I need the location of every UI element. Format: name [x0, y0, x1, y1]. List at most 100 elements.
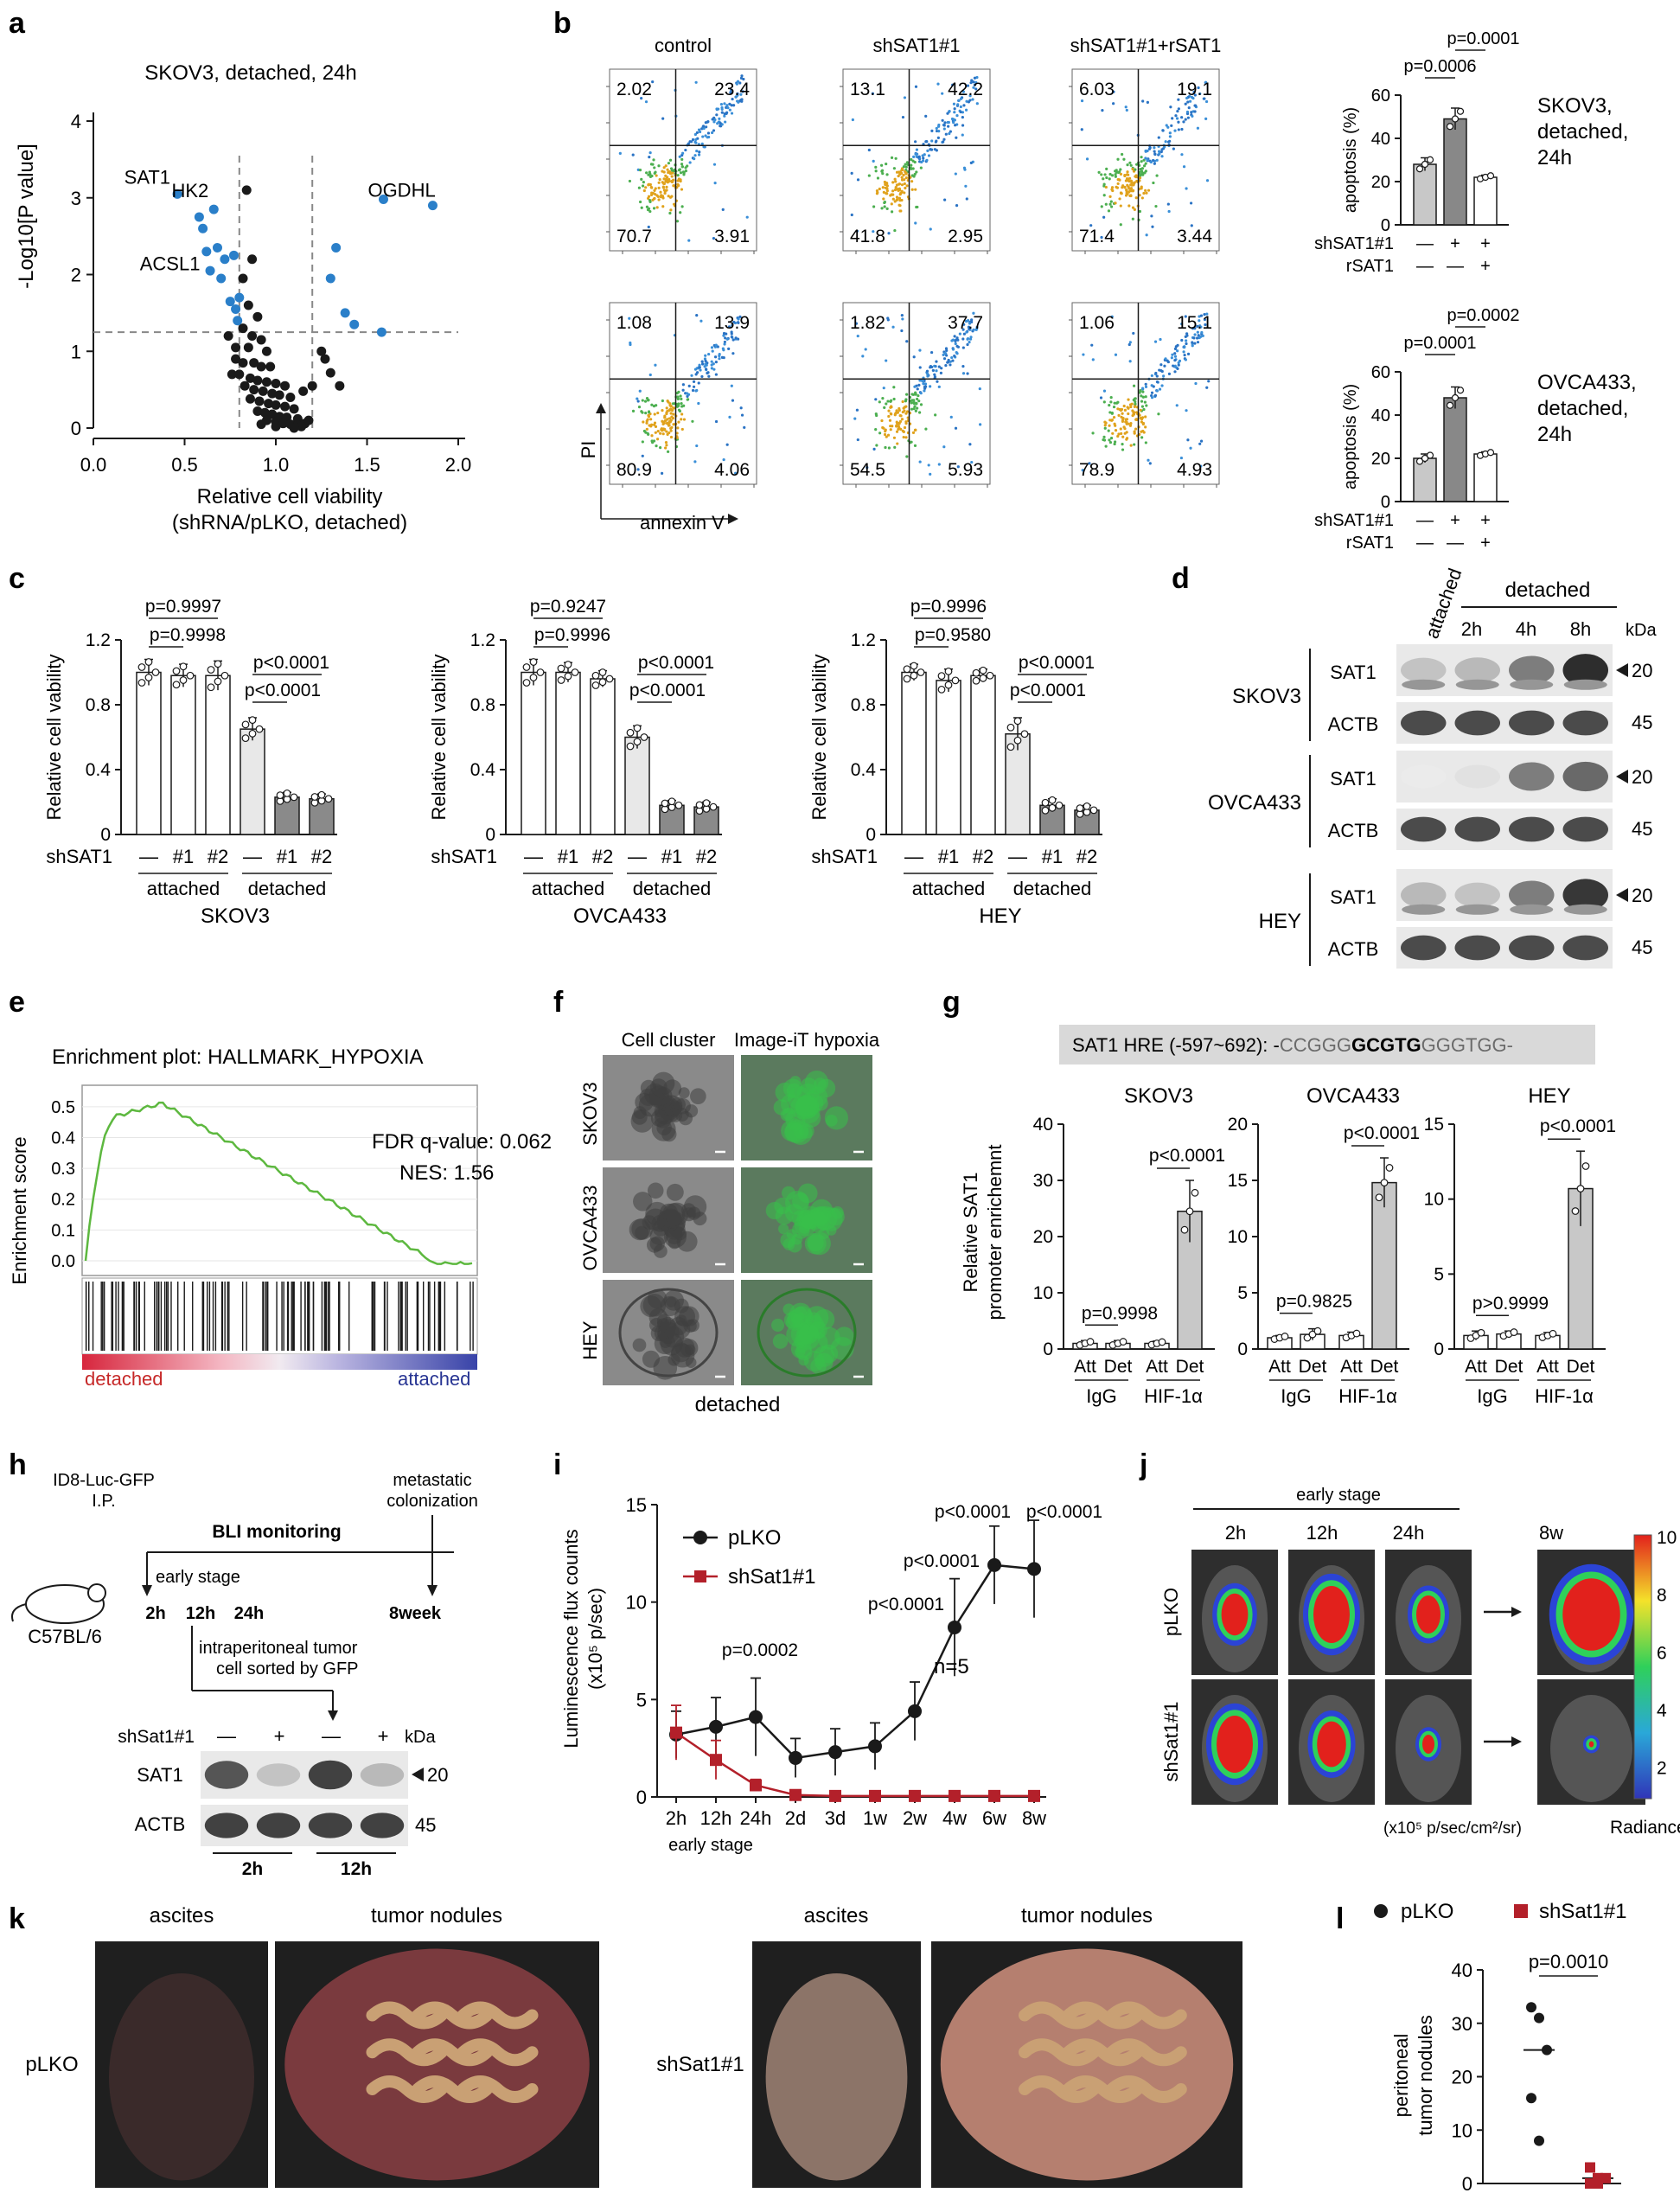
- flow-event: [714, 343, 718, 347]
- flow-event: [1113, 442, 1116, 446]
- data-point: [1585, 2162, 1595, 2173]
- flow-event: [1174, 114, 1178, 118]
- cell-blob: [644, 1208, 667, 1231]
- data-point: [987, 1557, 1001, 1572]
- flow-event: [1125, 418, 1129, 421]
- signal-core: [1217, 1716, 1253, 1773]
- p-value: p=0.9998: [1082, 1303, 1158, 1323]
- flow-event: [891, 325, 895, 329]
- flow-event: [951, 348, 955, 351]
- flow-event: [927, 464, 930, 467]
- p-value: p=0.0001: [1404, 334, 1477, 353]
- replicate-dot: [1549, 1329, 1557, 1338]
- flow-event: [880, 163, 884, 167]
- flow-event: [1127, 176, 1132, 180]
- flow-event: [1102, 400, 1106, 404]
- flow-event: [961, 364, 965, 368]
- bli-image: [1288, 1679, 1375, 1805]
- intestine: [1062, 2038, 1144, 2067]
- p-value: p<0.0001: [1010, 681, 1086, 700]
- panel-f: f Cell cluster Image-iT hypoxia SKOV3 OV…: [553, 986, 880, 1416]
- y-tick-label: 40: [1033, 1115, 1053, 1135]
- blot-band: [1401, 764, 1447, 789]
- flow-event: [1192, 336, 1196, 340]
- flow-plot: 1.06 15.178.9 4.93: [1069, 302, 1220, 488]
- flow-event: [913, 160, 917, 164]
- flow-event: [665, 185, 668, 189]
- flow-event: [944, 347, 949, 350]
- flow-event: [959, 110, 962, 114]
- flow-event: [930, 139, 934, 143]
- point-label: SAT1: [125, 166, 170, 188]
- flow-event: [1139, 168, 1142, 171]
- y-tick-label: 2: [71, 265, 81, 286]
- replicate-dot: [1086, 1338, 1095, 1346]
- flow-event: [962, 323, 966, 326]
- flow-event: [655, 444, 658, 448]
- flow-event: [679, 394, 682, 398]
- flow-event: [912, 399, 916, 402]
- hre-core: GCGTG: [1351, 1034, 1421, 1056]
- flow-event: [643, 400, 648, 403]
- flow-event: [914, 140, 917, 144]
- data-point: [298, 386, 309, 396]
- blot-band: [1509, 762, 1555, 791]
- row-label: shSat1#1: [1160, 1702, 1182, 1782]
- flow-event: [968, 443, 972, 446]
- blot-band: [204, 1813, 249, 1838]
- flow-event: [970, 79, 974, 82]
- flow-event: [942, 137, 946, 141]
- flow-event: [923, 153, 926, 157]
- data-point: [988, 1789, 1000, 1802]
- data-point: [249, 385, 259, 395]
- panel-letter-d: d: [1172, 562, 1190, 595]
- colorbar-tick: 10: [1657, 1528, 1677, 1548]
- micro-image: [741, 1055, 872, 1160]
- flow-event: [961, 328, 965, 331]
- cell-blob: [647, 1182, 664, 1199]
- flow-event: [1172, 147, 1175, 150]
- flow-event: [953, 111, 956, 114]
- legend-label: pLKO: [728, 1526, 781, 1550]
- flow-event: [657, 186, 661, 189]
- flow-event: [698, 363, 701, 367]
- row-sign: +: [1450, 234, 1460, 253]
- flow-event: [1104, 202, 1108, 206]
- replicate-dot: [1385, 1164, 1394, 1172]
- flow-event: [1199, 314, 1204, 317]
- flow-event: [1103, 173, 1107, 176]
- flow-event: [636, 397, 639, 400]
- flow-axis-pi: PI: [578, 441, 599, 459]
- flow-event: [902, 165, 905, 169]
- viability-bar-charts: Relative cell vability00.40.81.2p=0.9997…: [43, 597, 1102, 928]
- flow-event: [1193, 327, 1197, 330]
- flow-event: [1127, 412, 1130, 416]
- replicate-dot: [937, 685, 946, 694]
- flow-event: [1109, 400, 1113, 404]
- replicate-dot: [1571, 1207, 1580, 1215]
- y-tick-label: 15: [1424, 1115, 1444, 1135]
- flow-event: [738, 81, 742, 85]
- flow-event: [1200, 330, 1204, 335]
- replicate-dot: [557, 664, 565, 673]
- flow-event: [730, 384, 733, 387]
- flow-event: [1166, 202, 1170, 206]
- flow-event: [652, 207, 656, 210]
- flow-event: [697, 128, 701, 131]
- flow-event: [1154, 204, 1158, 208]
- flow-event: [917, 393, 920, 398]
- flow-event: [945, 354, 949, 357]
- flow-event: [669, 429, 673, 432]
- mouse-strain: C57BL/6: [28, 1626, 102, 1647]
- flow-event: [1189, 99, 1192, 103]
- ylabel: tumor nodules: [1415, 2015, 1436, 2135]
- flow-event: [1202, 97, 1205, 100]
- rank-bar: [82, 1354, 477, 1370]
- x-label: Att: [1340, 1357, 1363, 1377]
- cell-blob: [674, 1227, 687, 1241]
- flow-event: [1185, 187, 1188, 190]
- flow-event: [1157, 412, 1160, 416]
- flow-event: [898, 172, 902, 176]
- flow-event: [732, 104, 736, 107]
- flow-event: [926, 149, 929, 152]
